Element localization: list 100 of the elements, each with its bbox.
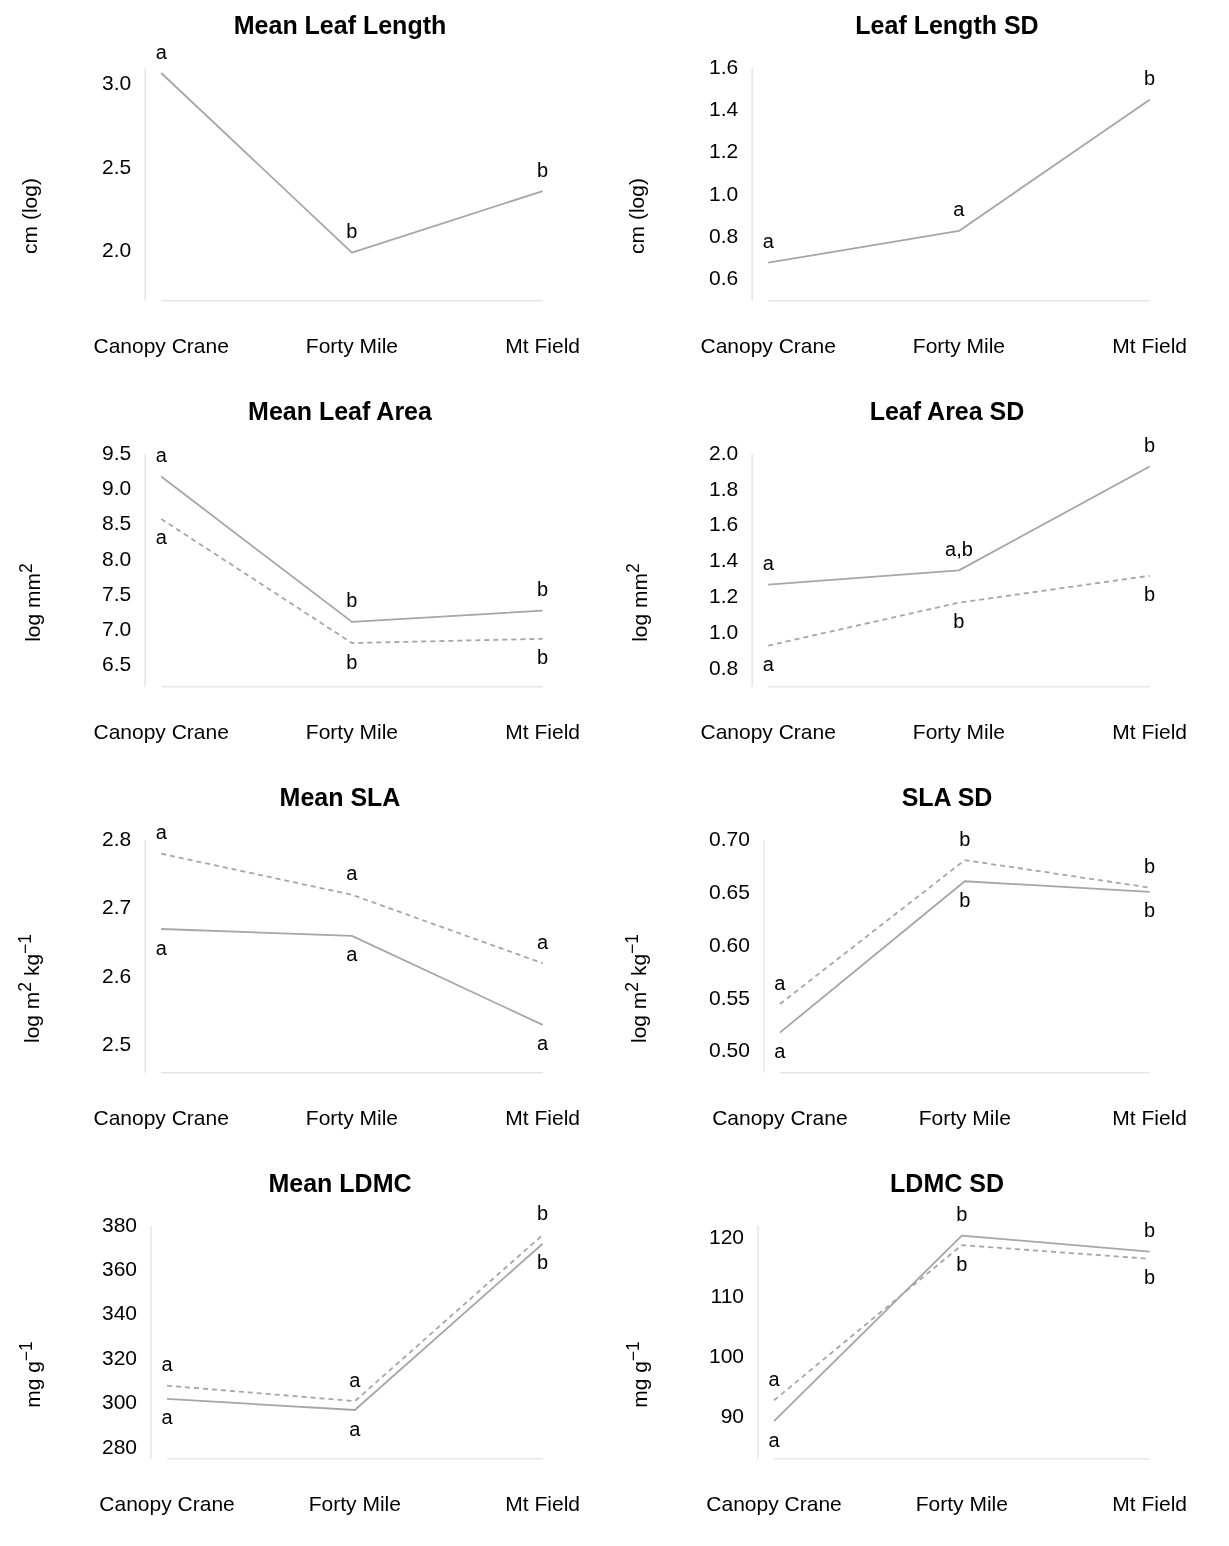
x-tick-label: Mt Field bbox=[505, 1492, 580, 1516]
y-tick-label: 3.0 bbox=[101, 71, 132, 95]
y-tick-label: 2.5 bbox=[101, 1032, 132, 1056]
y-tick-label: 8.0 bbox=[101, 546, 132, 570]
annotation: b bbox=[537, 1202, 549, 1225]
annotation: a bbox=[774, 971, 787, 994]
y-tick-label: 1.8 bbox=[708, 476, 739, 500]
chart-title: Mean Leaf Length bbox=[233, 10, 447, 39]
y-tick-label: 8.5 bbox=[101, 511, 132, 535]
chart-title: SLA SD bbox=[901, 782, 993, 811]
x-tick-label: Canopy Crane bbox=[706, 1492, 842, 1516]
annotation: a bbox=[155, 40, 168, 63]
chart-title: Mean SLA bbox=[279, 782, 401, 811]
x-tick-label: Canopy Crane bbox=[93, 1106, 229, 1130]
x-tick-label: Forty Mile bbox=[308, 1492, 401, 1516]
y-tick-label: 90 bbox=[720, 1403, 745, 1427]
x-tick-label: Canopy Crane bbox=[700, 720, 836, 744]
annotation: b bbox=[1144, 1266, 1156, 1289]
x-tick-label: Canopy Crane bbox=[700, 334, 836, 358]
y-tick-label: 320 bbox=[101, 1345, 138, 1369]
y-axis-title: cm (log) bbox=[18, 178, 42, 254]
x-tick-label: Canopy Crane bbox=[99, 1492, 235, 1516]
annotation: b bbox=[537, 646, 549, 669]
x-tick-label: Mt Field bbox=[1112, 1492, 1187, 1516]
y-tick-label: 7.5 bbox=[101, 581, 132, 605]
x-tick-label: Mt Field bbox=[1112, 1106, 1187, 1130]
annotation: a bbox=[762, 552, 775, 575]
y-tick-label: 380 bbox=[101, 1212, 138, 1236]
y-tick-label: 1.4 bbox=[708, 97, 739, 121]
annotation: b bbox=[346, 589, 358, 612]
y-tick-label: 7.0 bbox=[101, 617, 132, 641]
chart-title: Leaf Area SD bbox=[869, 396, 1025, 425]
x-tick-label: Canopy Crane bbox=[712, 1106, 848, 1130]
y-tick-label: 110 bbox=[710, 1284, 745, 1308]
y-tick-label: 340 bbox=[101, 1301, 138, 1325]
annotation: a bbox=[346, 862, 359, 885]
annotation: b bbox=[346, 650, 358, 673]
annotation: b bbox=[959, 888, 971, 911]
x-tick-label: Forty Mile bbox=[912, 720, 1006, 744]
y-tick-label: 2.0 bbox=[101, 237, 132, 261]
annotation: a bbox=[537, 930, 550, 953]
y-tick-label: 0.8 bbox=[708, 224, 739, 248]
annotation: a bbox=[155, 526, 168, 549]
annotation: b bbox=[537, 1251, 549, 1274]
x-tick-label: Canopy Crane bbox=[93, 334, 229, 358]
annotation: a bbox=[155, 936, 168, 959]
x-tick-label: Mt Field bbox=[505, 334, 580, 358]
annotation: b bbox=[346, 220, 358, 243]
y-axis-title: cm (log) bbox=[625, 178, 649, 254]
y-tick-label: 120 bbox=[708, 1224, 745, 1248]
y-tick-label: 1.2 bbox=[708, 139, 739, 163]
annotation: a bbox=[349, 1417, 362, 1440]
y-tick-label: 300 bbox=[101, 1390, 138, 1414]
y-tick-label: 0.55 bbox=[709, 985, 750, 1009]
y-tick-label: 0.8 bbox=[708, 655, 739, 679]
annotation: a bbox=[768, 1428, 781, 1451]
chart-title: Leaf Length SD bbox=[855, 10, 1039, 39]
y-tick-label: 9.0 bbox=[101, 476, 132, 500]
y-tick-label: 1.2 bbox=[708, 584, 739, 608]
annotation: b bbox=[959, 827, 971, 850]
y-tick-label: 0.70 bbox=[709, 826, 750, 850]
annotation: a bbox=[155, 444, 168, 467]
annotation: b bbox=[1144, 899, 1156, 922]
y-tick-label: 9.5 bbox=[101, 440, 132, 464]
y-tick-label: 360 bbox=[101, 1257, 138, 1281]
annotation: b bbox=[1144, 855, 1156, 878]
annotation: a bbox=[161, 1406, 174, 1429]
y-tick-label: 280 bbox=[101, 1434, 138, 1458]
y-tick-label: 0.6 bbox=[708, 266, 739, 290]
y-tick-label: 1.4 bbox=[708, 548, 739, 572]
chart-title: Mean Leaf Area bbox=[248, 396, 434, 425]
annotation: b bbox=[1144, 1219, 1156, 1242]
y-tick-label: 2.8 bbox=[101, 826, 132, 850]
x-tick-label: Mt Field bbox=[1112, 334, 1187, 358]
annotation: b bbox=[956, 1203, 968, 1226]
x-tick-label: Forty Mile bbox=[305, 720, 399, 744]
annotation: a bbox=[346, 943, 359, 966]
y-tick-label: 0.65 bbox=[709, 879, 750, 903]
y-tick-label: 1.0 bbox=[708, 619, 739, 643]
annotation: a bbox=[537, 1032, 550, 1055]
annotation: a bbox=[161, 1353, 174, 1376]
x-tick-label: Mt Field bbox=[1112, 720, 1187, 744]
y-tick-label: 2.0 bbox=[708, 440, 739, 464]
annotation: b bbox=[537, 158, 549, 181]
y-tick-label: 2.6 bbox=[101, 963, 132, 987]
chart-title: LDMC SD bbox=[890, 1168, 1004, 1197]
annotation: a bbox=[774, 1040, 787, 1063]
y-tick-label: 2.5 bbox=[101, 154, 132, 178]
x-tick-label: Forty Mile bbox=[915, 1492, 1008, 1516]
y-tick-label: 6.5 bbox=[101, 652, 132, 676]
y-tick-label: 100 bbox=[708, 1344, 745, 1368]
chart-title: Mean LDMC bbox=[268, 1168, 412, 1197]
y-tick-label: 1.0 bbox=[708, 181, 739, 205]
y-tick-label: 0.60 bbox=[709, 932, 750, 956]
annotation: a bbox=[768, 1367, 781, 1390]
annotation: b bbox=[956, 1252, 968, 1275]
annotation: b bbox=[1144, 583, 1156, 606]
x-tick-label: Canopy Crane bbox=[93, 720, 229, 744]
x-tick-label: Forty Mile bbox=[305, 334, 399, 358]
annotation: a bbox=[349, 1368, 362, 1391]
